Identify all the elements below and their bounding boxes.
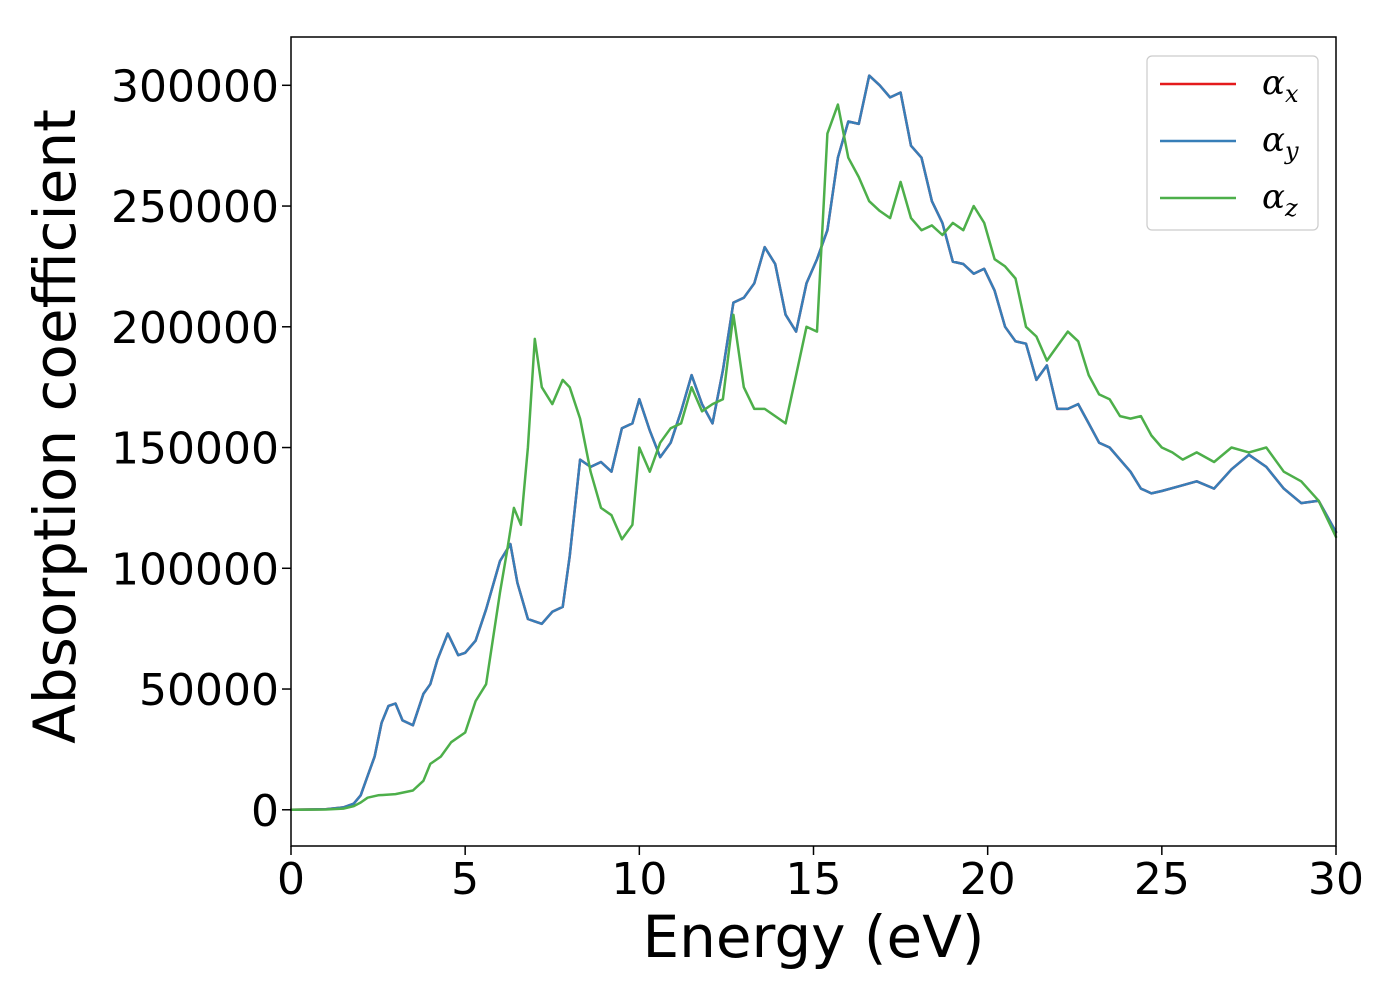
y-tick-label: 0 bbox=[251, 786, 279, 837]
x-tick-label: 10 bbox=[611, 854, 667, 905]
y-axis-title: Absorption coefficient bbox=[21, 109, 89, 744]
y-tick-label: 200000 bbox=[111, 303, 279, 354]
x-tick-label: 20 bbox=[960, 854, 1016, 905]
y-axis-ticks: 0 50000 100000 150000 200000 250000 300000 bbox=[111, 61, 291, 837]
x-tick-label: 5 bbox=[451, 854, 479, 905]
legend-box bbox=[1146, 55, 1319, 231]
legend-label-y: αy bbox=[1262, 120, 1299, 165]
legend-label-z: αz bbox=[1262, 177, 1298, 222]
legend: αx αy αz bbox=[1146, 55, 1319, 231]
x-tick-label: 0 bbox=[277, 854, 305, 905]
y-tick-label: 100000 bbox=[111, 544, 279, 595]
series-line-z bbox=[289, 103, 1338, 812]
y-tick-label: 50000 bbox=[139, 665, 279, 716]
series-line-y bbox=[289, 74, 1338, 812]
x-tick-label: 15 bbox=[786, 854, 842, 905]
legend-label-x: αx bbox=[1262, 63, 1299, 108]
x-tick-label: 30 bbox=[1308, 854, 1364, 905]
x-tick-label: 25 bbox=[1134, 854, 1190, 905]
x-axis-ticks: 0 5 10 15 20 25 30 bbox=[277, 846, 1364, 905]
y-tick-label: 300000 bbox=[111, 61, 279, 112]
y-tick-label: 250000 bbox=[111, 182, 279, 233]
y-tick-label: 150000 bbox=[111, 424, 279, 475]
x-axis-title: Energy (eV) bbox=[642, 903, 984, 971]
series-layer bbox=[289, 74, 1338, 812]
